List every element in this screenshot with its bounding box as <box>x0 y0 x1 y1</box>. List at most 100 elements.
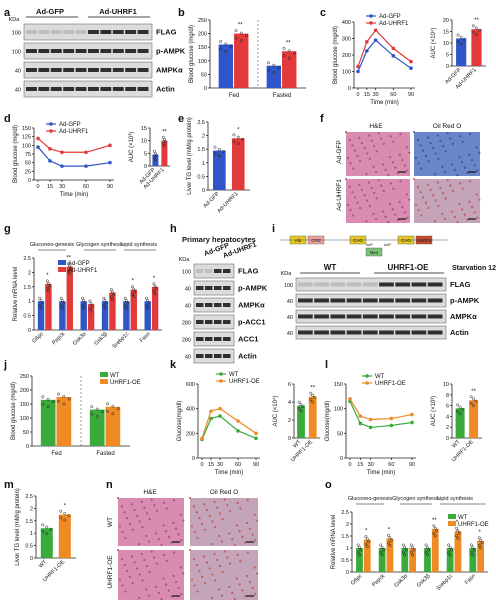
panel-letter-o: o <box>325 479 332 491</box>
blot-h-band <box>223 269 231 273</box>
blot-i-band <box>379 314 394 319</box>
chart-m-y-tick-label: 2.5 <box>25 494 33 500</box>
chart-m-dot <box>63 518 67 522</box>
micro-f-oil-top-texture <box>468 153 471 156</box>
chart-g-y-tick-label: 1 <box>28 299 31 305</box>
micro-n-oil-top-texture <box>211 520 214 523</box>
blot-i-band <box>379 282 394 287</box>
chart-j-dot <box>111 412 115 416</box>
chart-l-auc-dot <box>472 404 476 408</box>
blot-a-band <box>63 87 75 91</box>
chart-k-legend-marker <box>219 379 223 383</box>
micro-f-oil-bottom-texture <box>416 185 420 189</box>
chart-k-auc-bar <box>308 396 317 438</box>
chart-o-x-tick-label: Fasn <box>464 573 477 586</box>
chart-c-auc-y-tick-label: 20 <box>443 18 449 24</box>
blot-i-band <box>346 314 362 319</box>
micro-n-he-top-texture <box>173 499 176 502</box>
blot-a-band <box>88 68 99 72</box>
chart-o-group-label: Gluconeo-genesis <box>348 496 393 502</box>
chart-o-dot <box>457 531 461 535</box>
chart-o-dot <box>469 551 473 554</box>
construct-label: CRE <box>311 238 321 243</box>
chart-g-dot <box>82 299 86 303</box>
micro-n-oil-top-texture <box>228 532 231 535</box>
chart-l-auc-dot <box>461 407 465 411</box>
micro-f-he-bottom-texture <box>349 209 352 212</box>
micro-f-oil-bottom-texture <box>444 197 447 200</box>
blot-i-band <box>298 282 313 287</box>
micro-f-he-bottom-texture <box>351 191 354 194</box>
blot-i-band-label: FLAG <box>450 280 471 289</box>
chart-j-y-tick-label: 0 <box>26 444 29 450</box>
chart-o-bar <box>454 531 462 572</box>
micro-f-he-top-texture <box>346 156 350 160</box>
chart-d-y-tick-label: 25 <box>25 169 31 175</box>
chart-o-legend-swatch <box>448 514 456 519</box>
blot-i-band <box>362 314 378 319</box>
micro-n-he-bottom-texture <box>182 572 185 575</box>
micro-n-he-bottom-texture <box>174 580 178 584</box>
chart-m-dot <box>45 525 49 529</box>
chart-g-sig: ** <box>66 256 71 262</box>
blot-i-strip <box>295 277 447 292</box>
micro-n-oil-bottom-texture <box>203 581 207 585</box>
blot-h-band <box>196 337 204 341</box>
micro-f-oil-bottom-texture <box>412 177 416 181</box>
micro-n-oil-top-texture <box>223 498 226 501</box>
micro-f-he-bottom-texture <box>358 206 362 210</box>
micro-f-oil-bottom-texture <box>476 216 479 219</box>
chart-b-y-tick-label: 150 <box>198 45 207 51</box>
chart-b-bar <box>282 51 297 88</box>
micro-f-he-top-texture <box>377 132 380 135</box>
blot-a-band <box>137 30 149 34</box>
micro-f-oil-bottom-texture <box>429 188 432 192</box>
micro-f-he-top-texture <box>365 173 368 176</box>
micro-n-he-top-texture <box>153 504 156 507</box>
micro-n-he-bottom-texture <box>173 551 176 554</box>
blot-h-band <box>214 286 222 290</box>
chart-g-bar <box>80 301 87 330</box>
panel-letter-l: l <box>325 359 328 371</box>
chart-c-point <box>356 69 360 74</box>
chart-c-y-tick-label: 100 <box>342 70 351 76</box>
micro-n-he-bottom-texture <box>126 569 129 573</box>
chart-b-dot <box>282 54 286 58</box>
chart-g-dot <box>146 299 150 303</box>
chart-d-auc-dot <box>162 144 166 148</box>
micro-n-oil-bottom-texture <box>216 558 219 562</box>
micro-n-oil-top-texture <box>246 499 249 502</box>
chart-c-point <box>391 46 396 51</box>
panel-letter-b: b <box>178 7 185 19</box>
chart-b-dot <box>267 68 271 72</box>
construct-box <box>365 247 383 257</box>
chart-g-dot <box>131 285 135 289</box>
chart-d-y-tick-label: 0 <box>28 178 31 184</box>
micro-f-he-top-texture <box>389 155 392 159</box>
micro-f-oil-top-texture <box>470 159 474 162</box>
micro-f-he-top-texture <box>399 133 402 136</box>
chart-b-y-tick-label: 50 <box>201 72 207 78</box>
micro-f-he-top-texture <box>370 139 373 142</box>
chart-d-y-tick-label: 150 <box>22 126 31 132</box>
blot-a-band <box>100 30 112 34</box>
blot-h-band <box>205 320 213 324</box>
micro-n-oil-bottom-texture <box>229 562 232 565</box>
chart-g-dot <box>126 301 130 305</box>
micro-n-he-top-texture <box>163 501 166 504</box>
blot-a-band <box>88 87 99 91</box>
chart-o-dot <box>358 546 361 549</box>
micro-n-he-bottom-texture <box>148 570 151 574</box>
chart-o-dot <box>388 543 392 547</box>
chart-o-y-tick-label: 0.5 <box>341 558 349 564</box>
micro-n-oil-bottom-texture <box>220 594 224 597</box>
chart-o-dot <box>356 551 360 554</box>
chart-j-dot <box>46 405 50 409</box>
chart-g-legend-swatch <box>58 267 66 272</box>
micro-n-he-bottom-texture <box>131 581 134 585</box>
chart-d-auc-bar <box>161 140 168 166</box>
chart-j-dot <box>95 407 99 411</box>
micro-f-he-top-texture <box>391 161 394 164</box>
chart-l-x-tick-label: 90 <box>409 462 415 468</box>
chart-o-sig: ** <box>432 518 437 524</box>
